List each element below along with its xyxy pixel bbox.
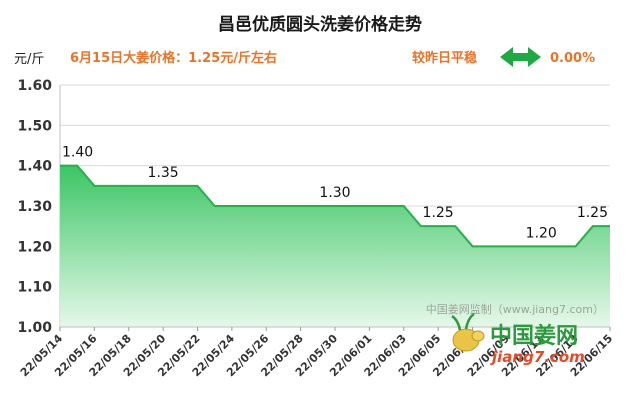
data-label: 1.35	[148, 165, 179, 181]
data-label: 1.30	[319, 185, 350, 201]
y-tick-label: 1.40	[17, 159, 52, 175]
chart-title: 昌邑优质圆头洗姜价格走势	[218, 14, 422, 35]
y-tick-label: 1.20	[17, 239, 52, 255]
double-arrow-icon	[500, 47, 541, 67]
data-label: 1.25	[423, 205, 454, 221]
data-labels: 1.40 1.35 1.30 1.25 1.20 1.25	[62, 145, 608, 242]
site-logo: 中国姜网 jiang7.com	[451, 312, 585, 366]
price-line	[60, 164, 610, 248]
ginger-icon	[451, 312, 485, 352]
change-value: 0.00%	[550, 51, 595, 66]
change-label: 较昨日平稳	[412, 50, 477, 66]
y-tick-label: 1.60	[17, 78, 52, 94]
logo-url-text: jiang7.com	[490, 348, 585, 366]
data-label: 1.40	[62, 145, 93, 161]
logo-brand-text: 中国姜网	[490, 323, 578, 349]
y-axis-ticks: 1.00 1.10 1.20 1.30 1.40 1.50 1.60	[17, 78, 52, 336]
data-label: 1.20	[526, 225, 557, 241]
watermark-text: 中国姜网监制（www.jiang7.com）	[426, 302, 604, 316]
price-info-text: 6月15日大姜价格：1.25元/斤左右	[70, 50, 277, 66]
y-tick-label: 1.00	[17, 320, 52, 336]
y-unit-label: 元/斤	[14, 52, 44, 67]
y-tick-label: 1.10	[17, 280, 52, 296]
data-label: 1.25	[577, 205, 608, 221]
price-area	[60, 165, 610, 327]
y-tick-label: 1.30	[17, 199, 52, 215]
y-tick-label: 1.50	[17, 118, 52, 134]
